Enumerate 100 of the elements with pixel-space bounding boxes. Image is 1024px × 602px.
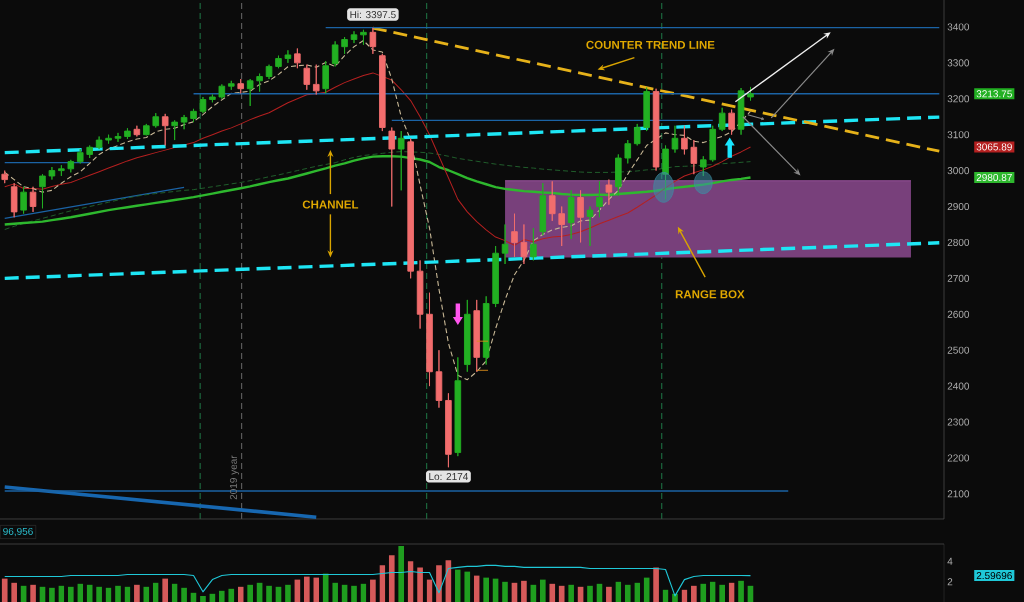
y-tick-label: 2900	[947, 202, 970, 211]
bar	[738, 580, 744, 602]
candlestick	[180, 114, 188, 130]
bar	[247, 584, 253, 602]
bar	[388, 555, 395, 602]
candlestick	[95, 136, 103, 150]
y-tick-label: 2200	[947, 454, 970, 462]
bar	[539, 579, 546, 602]
annotation: RANGE BOX	[675, 290, 745, 299]
bar	[464, 571, 471, 602]
bar	[1, 578, 8, 602]
bar	[558, 585, 565, 602]
bar	[417, 567, 423, 602]
bar	[436, 565, 442, 602]
candlestick	[700, 155, 707, 177]
bar	[143, 586, 150, 602]
bar	[606, 586, 612, 602]
candlestick	[558, 206, 565, 247]
y-tick-label: 2300	[947, 418, 970, 426]
annotation: Lo: 2174	[429, 472, 469, 481]
bar	[672, 593, 678, 602]
candlestick	[341, 36, 348, 55]
bar	[322, 573, 329, 602]
candlestick	[379, 53, 386, 132]
candlestick	[284, 49, 292, 64]
candlestick	[171, 119, 178, 141]
text: 3213.75	[976, 90, 1012, 98]
candlestick	[520, 224, 528, 265]
bar	[351, 585, 357, 602]
candlestick	[426, 292, 433, 387]
bar	[86, 584, 93, 602]
bar	[370, 579, 376, 602]
y-tick-label: 3400	[947, 23, 970, 31]
candlestick	[20, 186, 27, 215]
bar	[115, 585, 121, 602]
candlestick	[114, 132, 122, 143]
candlestick	[48, 166, 56, 181]
candlestick	[681, 125, 688, 155]
candlestick	[530, 227, 537, 261]
bar	[624, 584, 631, 602]
candlestick	[199, 96, 207, 114]
candlestick	[294, 48, 301, 69]
candlestick	[275, 55, 282, 69]
y-tick-label: 2600	[947, 310, 970, 318]
candlestick	[643, 87, 650, 132]
candlestick	[58, 164, 65, 177]
candlestick	[228, 80, 235, 91]
candlestick	[124, 127, 131, 140]
candlestick	[473, 299, 481, 373]
bar	[700, 583, 707, 602]
y-tick-label: 3100	[947, 131, 970, 139]
candlestick	[464, 299, 471, 373]
candlestick	[246, 78, 254, 107]
candlestick	[548, 180, 556, 222]
candlestick	[718, 107, 726, 132]
candlestick	[435, 349, 443, 409]
y-tick-label: 2100	[947, 490, 970, 498]
candlestick	[256, 73, 263, 93]
candlestick	[605, 179, 613, 206]
bar	[719, 584, 725, 602]
y-tick-label: 2800	[947, 238, 970, 246]
y-tick-label: 2500	[947, 346, 970, 354]
candlestick	[86, 145, 93, 159]
candlestick	[10, 182, 18, 218]
candlestick	[303, 64, 311, 91]
bar	[67, 586, 74, 602]
y-tick-label: 4	[947, 557, 953, 565]
candlestick	[501, 224, 509, 265]
candlestick	[76, 148, 84, 164]
candlestick	[633, 123, 641, 146]
candlestick	[407, 137, 414, 279]
bar	[134, 584, 140, 602]
candlestick	[152, 112, 160, 128]
y-tick-label: 3200	[947, 95, 970, 103]
candlestick	[369, 27, 377, 55]
candlestick	[624, 139, 632, 164]
bar	[398, 546, 405, 602]
candlestick	[331, 40, 339, 67]
bar	[653, 567, 659, 602]
text: 2.59696	[976, 572, 1012, 580]
candlestick	[143, 123, 150, 136]
bar	[691, 585, 697, 602]
text: 96,956	[3, 527, 33, 537]
bar	[200, 595, 206, 602]
annotation: 2019 year	[229, 455, 239, 500]
annotation: COUNTER TREND LINE	[586, 40, 715, 49]
candlestick	[1, 170, 8, 184]
candlestick	[596, 180, 603, 218]
candlestick	[652, 88, 660, 172]
y-tick-label: 2400	[947, 382, 970, 390]
candlestick	[322, 60, 329, 94]
candlestick	[161, 113, 169, 146]
candlestick	[29, 186, 37, 213]
candlestick	[728, 109, 735, 136]
candlestick	[360, 29, 367, 46]
candlestick	[445, 392, 452, 468]
candlestick	[416, 259, 424, 330]
candlestick	[39, 173, 46, 209]
candlestick	[482, 295, 490, 365]
bar	[303, 576, 310, 602]
